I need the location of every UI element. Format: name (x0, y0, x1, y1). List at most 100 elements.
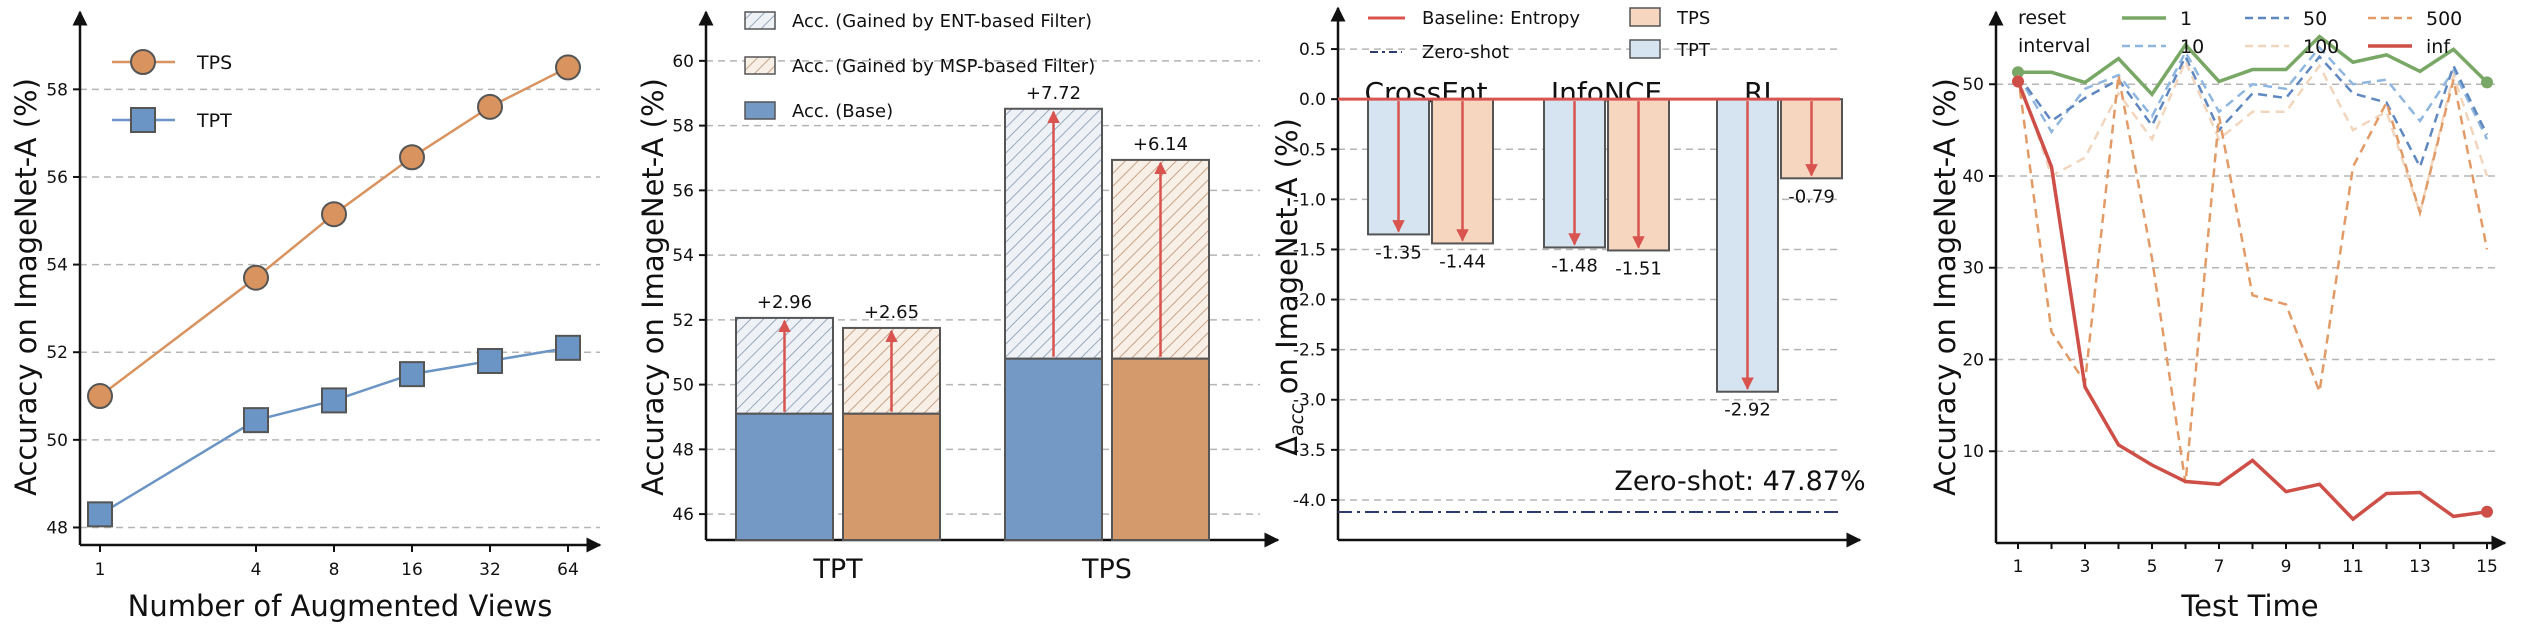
legend-label: TPS (1676, 8, 1710, 29)
series-line-50 (2016, 53, 2489, 171)
legend-label: 1 (2180, 8, 2192, 30)
legend-marker-TPT (130, 107, 156, 133)
y-axis-label: Accuracy on ImageNet-A (%) (636, 78, 670, 496)
y-tick-label: 56 (672, 181, 694, 201)
legend-title: reset (2018, 7, 2066, 29)
x-tick-label: 1 (2013, 557, 2024, 577)
base-bar (842, 412, 941, 541)
delta-label: -0.79 (1788, 186, 1835, 207)
legend-label-TPS: TPS (196, 52, 232, 74)
x-tick-label: 32 (479, 560, 501, 580)
delta-label: -1.51 (1615, 258, 1662, 279)
x-tick-label: 16 (401, 560, 423, 580)
base-bar (735, 412, 834, 541)
data-point-TPT (243, 407, 269, 434)
legend-swatch (744, 101, 776, 120)
x-tick-label: 4 (251, 560, 262, 580)
y-tick-label: 54 (46, 256, 68, 276)
data-point-TPS (87, 383, 113, 410)
endpoint-marker-inf (2012, 75, 2024, 88)
x-axis-label: Test Time (2180, 589, 2318, 623)
data-point-TPT (87, 501, 113, 528)
y-tick-label: 0.5 (1299, 40, 1326, 60)
endpoint-marker-1 (2481, 76, 2493, 89)
y-tick-label: 48 (46, 518, 68, 538)
legend-swatch (744, 56, 776, 75)
data-point-TPT (321, 387, 347, 414)
y-axis-label: Accuracy on ImageNet-A (%) (1928, 78, 1962, 496)
x-category-label: TPS (1081, 554, 1132, 585)
x-category-label: TPT (812, 554, 863, 585)
endpoint-marker-inf (2481, 505, 2493, 518)
x-tick-label: 3 (2080, 557, 2091, 577)
x-tick-label: 8 (329, 560, 340, 580)
y-tick-label: 20 (1962, 350, 1984, 370)
legend-label: Acc. (Gained by MSP-based Filter) (792, 56, 1095, 77)
legend-swatch-tpt (1629, 39, 1661, 59)
legend-marker-TPS (130, 49, 156, 75)
legend-swatch (744, 11, 776, 30)
legend-title: interval (2018, 35, 2090, 57)
base-bar (1004, 357, 1103, 542)
zero-shot-annotation: Zero-shot: 47.87% (1614, 466, 1865, 497)
data-point-TPS (477, 93, 503, 120)
data-point-TPT (399, 361, 425, 388)
x-tick-label: 9 (2281, 557, 2292, 577)
legend-label: 500 (2426, 8, 2462, 30)
data-point-TPS (399, 144, 425, 171)
legend-label: Acc. (Base) (792, 101, 893, 122)
y-tick-label: 52 (46, 343, 68, 363)
legend-label: 10 (2180, 36, 2204, 58)
panel-delta-acc-bar-chart: 0.5 0.0 -0.5 -1.0 -1.5 -2.0 -2.5 -3.0 -3.5 -4.0 Δa… (1270, 6, 1866, 548)
x-tick-label: 13 (2409, 557, 2431, 577)
endpoint-marker-1 (2012, 66, 2024, 79)
y-tick-label: -1.0 (1293, 190, 1326, 210)
y-tick-label: -3.0 (1293, 391, 1326, 411)
base-bar (1111, 357, 1210, 542)
series-line-1 (2018, 34, 2489, 98)
y-tick-label: -2.5 (1293, 341, 1326, 361)
y-tick-label: -3.5 (1293, 441, 1326, 461)
series-line-TPS (99, 66, 569, 398)
series-line-10 (2016, 45, 2489, 140)
data-point-TPS (321, 201, 347, 228)
y-axis-label: Accuracy on ImageNet-A (%) (9, 78, 43, 496)
y-tick-label: 10 (1962, 442, 1984, 462)
y-tick-label: 40 (1962, 167, 1984, 187)
x-tick-label: 7 (2214, 557, 2225, 577)
legend-label-TPT: TPT (196, 110, 232, 132)
legend-label: 50 (2303, 8, 2327, 30)
legend-label: Acc. (Gained by ENT-based Filter) (792, 11, 1092, 32)
x-axis-label: Number of Augmented Views (128, 589, 553, 623)
delta-label: -1.35 (1375, 242, 1422, 263)
y-tick-label: 56 (46, 168, 68, 188)
x-tick-label: 11 (2342, 557, 2364, 577)
y-tick-label: 60 (672, 52, 694, 72)
y-tick-label: 52 (672, 311, 694, 331)
legend-label: 100 (2303, 36, 2339, 58)
gain-label: +7.72 (1026, 83, 1081, 104)
y-tick-label: 48 (672, 440, 694, 460)
legend-swatch-tps (1629, 7, 1661, 27)
y-tick-label: 30 (1962, 259, 1984, 279)
delta-label: -1.48 (1551, 255, 1598, 276)
y-tick-label: 46 (672, 505, 694, 525)
legend-label: TPT (1676, 40, 1711, 61)
delta-label: -1.44 (1439, 251, 1486, 272)
gain-label: +6.14 (1133, 134, 1188, 155)
y-tick-label: 58 (46, 80, 68, 100)
y-tick-label: -2.0 (1293, 291, 1326, 311)
y-tick-label: 58 (672, 117, 694, 137)
y-tick-label: 50 (1962, 75, 1984, 95)
y-axis-label: Δacc on ImageNet-A (%) (1270, 118, 1308, 456)
gain-label: +2.65 (864, 302, 919, 323)
gain-label: +2.96 (757, 292, 812, 313)
data-point-TPT (477, 347, 503, 374)
x-tick-label: 64 (557, 560, 579, 580)
x-tick-label: 15 (2476, 557, 2498, 577)
legend-label: inf (2426, 36, 2451, 58)
